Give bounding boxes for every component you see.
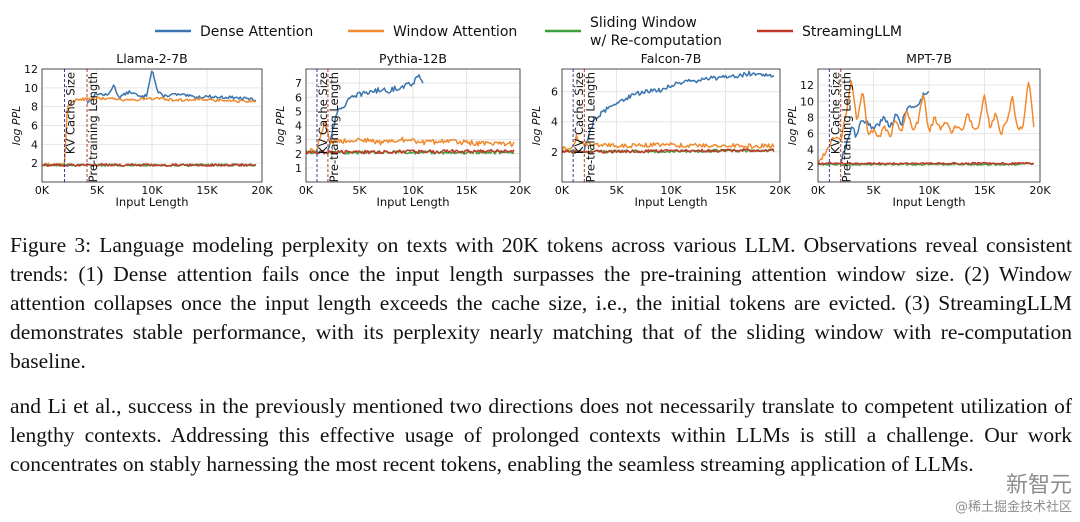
legend-label: Sliding Window xyxy=(590,15,697,31)
y-tick-label: 1 xyxy=(295,162,302,175)
legend-item-sliding-window: Sliding Window w/ Re-computation xyxy=(545,15,722,49)
axes-frame xyxy=(41,68,263,183)
y-tick-label: 4 xyxy=(551,116,558,129)
vline-label-kv-cache-size: KV Cache Size xyxy=(828,72,842,154)
body-paragraph: and Li et al., success in the previously… xyxy=(10,394,1072,476)
x-tick-label: 5K xyxy=(352,184,367,197)
x-tick-label: 0K xyxy=(299,184,314,197)
figure-caption: Figure 3: Language modeling perplexity o… xyxy=(10,233,1072,373)
series-line-dense-attention xyxy=(839,90,930,165)
chart-llama-2-7b: KV Cache Size Pre-training Length 0K 5K 10K 1… xyxy=(10,51,273,209)
x-tick-label: 10K xyxy=(918,184,940,197)
x-tick-label: 0K xyxy=(555,184,570,197)
x-tick-label: 15K xyxy=(196,184,218,197)
legend-item-window-attention: Window Attention xyxy=(348,24,517,40)
series-line-streamingllm xyxy=(42,163,256,167)
y-tick-label: 5 xyxy=(295,105,302,118)
series-line-dense-attention xyxy=(86,70,257,105)
series-line-streamingllm xyxy=(306,148,515,155)
legend-label: Window Attention xyxy=(393,24,517,40)
y-tick-label: 10 xyxy=(24,82,38,95)
x-axis-label: Input Length xyxy=(892,195,965,209)
legend-item-dense-attention: Dense Attention xyxy=(155,24,313,40)
figure-3: Dense Attention Window Attention Sliding W… xyxy=(10,15,1051,209)
y-tick-label: 12 xyxy=(800,79,814,92)
series-line-window-attention xyxy=(42,96,256,167)
x-axis-label: Input Length xyxy=(115,195,188,209)
vline-label-pre-training-length: Pre-training Length xyxy=(86,72,100,182)
chart-title: Falcon-7B xyxy=(641,51,702,66)
vline-label-pre-training-length: Pre-training Length xyxy=(583,72,597,182)
vline-label-kv-cache-size: KV Cache Size xyxy=(64,72,78,154)
x-tick-label: 15K xyxy=(715,184,737,197)
y-tick-label: 10 xyxy=(800,95,814,108)
chart-title: MPT-7B xyxy=(906,51,952,66)
x-tick-label: 20K xyxy=(769,184,791,197)
x-tick-label: 5K xyxy=(90,184,105,197)
y-axis-label: log PPL xyxy=(786,106,799,146)
y-tick-label: 2 xyxy=(295,148,302,161)
chart-title: Llama-2-7B xyxy=(116,51,187,66)
axes-frame xyxy=(305,68,521,183)
vline-label-pre-training-length: Pre-training Length xyxy=(840,72,854,182)
y-tick-label: 6 xyxy=(295,91,302,104)
x-tick-label: 20K xyxy=(509,184,531,197)
vline-label-kv-cache-size: KV Cache Size xyxy=(572,72,586,154)
axes-frame xyxy=(561,68,781,183)
series-line-dense-attention xyxy=(327,74,424,151)
x-tick-label: 5K xyxy=(866,184,881,197)
x-tick-label: 10K xyxy=(141,184,163,197)
y-tick-label: 4 xyxy=(31,138,38,151)
series-line-window-attention xyxy=(562,134,775,152)
chart-title: Pythia-12B xyxy=(379,51,447,66)
y-tick-label: 2 xyxy=(807,160,814,173)
x-tick-label: 0K xyxy=(35,184,50,197)
y-tick-label: 4 xyxy=(295,120,302,133)
y-axis-label: log PPL xyxy=(530,106,543,146)
y-tick-label: 4 xyxy=(807,144,814,157)
series-line-window-attention xyxy=(818,80,1035,165)
y-tick-label: 8 xyxy=(31,101,38,114)
legend-label: w/ Re-computation xyxy=(590,33,722,49)
watermark: 新智元 @稀土掘金技术社区 xyxy=(955,474,1072,516)
legend-item-streamingllm: StreamingLLM xyxy=(757,24,902,40)
y-tick-label: 2 xyxy=(31,157,38,170)
legend-label: Dense Attention xyxy=(200,24,313,40)
legend-label: StreamingLLM xyxy=(802,24,902,40)
y-tick-label: 3 xyxy=(295,134,302,147)
y-tick-label: 2 xyxy=(551,146,558,159)
x-tick-label: 15K xyxy=(456,184,478,197)
x-axis-label: Input Length xyxy=(634,195,707,209)
x-axis-label: Input Length xyxy=(376,195,449,209)
x-tick-label: 0K xyxy=(811,184,826,197)
y-axis-label: log PPL xyxy=(274,106,287,146)
axes-frame xyxy=(817,68,1041,183)
y-axis-label: log PPL xyxy=(10,106,23,146)
vline-label-kv-cache-size: KV Cache Size xyxy=(316,72,330,154)
series-line-streamingllm xyxy=(818,161,1034,166)
y-tick-label: 6 xyxy=(551,86,558,99)
x-tick-label: 15K xyxy=(974,184,996,197)
y-tick-label: 8 xyxy=(807,111,814,124)
x-tick-label: 20K xyxy=(1029,184,1051,197)
y-tick-label: 7 xyxy=(295,77,302,90)
x-tick-label: 5K xyxy=(609,184,624,197)
watermark-logo: 新智元 xyxy=(1005,473,1072,498)
y-tick-label: 6 xyxy=(31,120,38,133)
y-tick-label: 12 xyxy=(24,63,38,76)
x-tick-label: 10K xyxy=(660,184,682,197)
watermark-source: @稀土掘金技术社区 xyxy=(954,500,1072,515)
x-tick-label: 20K xyxy=(251,184,273,197)
y-tick-label: 6 xyxy=(807,128,814,141)
vline-label-pre-training-length: Pre-training Length xyxy=(327,72,341,182)
series-line-window-attention xyxy=(306,121,515,154)
series-line-streamingllm xyxy=(562,148,775,154)
series-line-dense-attention xyxy=(583,70,775,152)
x-tick-label: 10K xyxy=(402,184,424,197)
